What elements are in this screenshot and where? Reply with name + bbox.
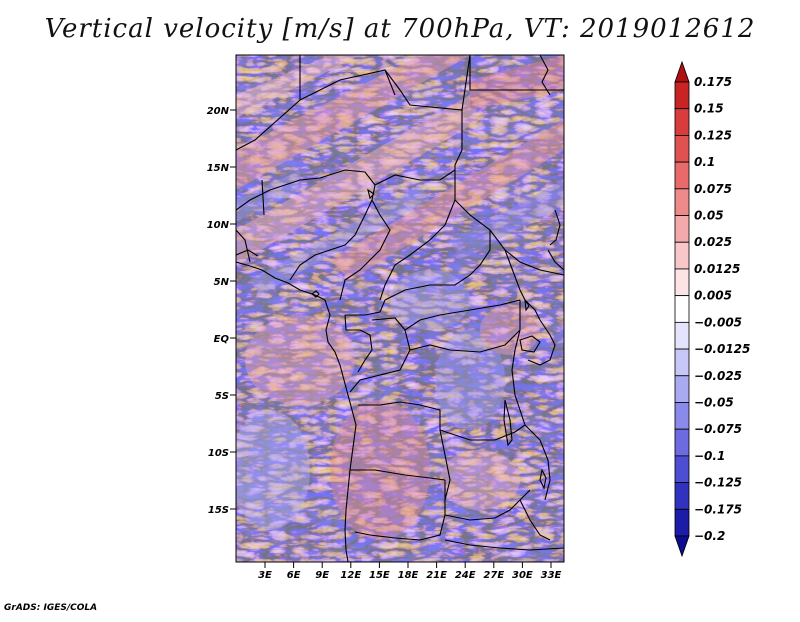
red-sea-coast (539, 55, 551, 96)
colorbar-label: 0.05 (694, 209, 724, 223)
lon-tick-label: 3E (258, 570, 272, 581)
colorbar-label: 0.1 (694, 155, 715, 169)
colorbar-label: −0.0125 (694, 342, 750, 356)
lat-tick-label: 15S (208, 505, 229, 516)
colorbar-label: 0.025 (694, 235, 732, 249)
colorbar-label: −0.075 (694, 422, 742, 436)
lon-tick-label: 6E (287, 570, 301, 581)
lon-tick-label: 15E (369, 570, 390, 581)
colorbar-label: −0.005 (694, 315, 742, 329)
colorbar-label: −0.025 (694, 369, 742, 383)
lat-tick-label: 5N (214, 277, 230, 288)
lon-tick-label: 12E (340, 570, 361, 581)
colorbar-label: −0.2 (694, 529, 725, 543)
lat-tick-label: 10N (207, 220, 230, 231)
colorbar-segment (674, 135, 690, 163)
lat-tick-label: 15N (207, 163, 230, 174)
colorbar-label: 0.15 (694, 102, 724, 116)
southern-patches (236, 270, 540, 540)
lat-tick-label: 10S (208, 448, 229, 459)
colorbar-segment (674, 482, 690, 510)
map-title: Vertical velocity [m/s] at 700hPa, VT: 2… (44, 14, 756, 44)
lat-tick-label: 5S (215, 391, 229, 402)
lat-tick-label: 20N (207, 106, 230, 117)
lake-victoria (519, 335, 541, 353)
lon-tick-label: 24E (455, 570, 476, 581)
latitude-axis: 20N 15N 10N 5N EQ 5S 10S 15S (207, 106, 236, 516)
colorbar-segment (674, 375, 690, 403)
colorbar-segment (674, 215, 690, 243)
colorbar-segment (674, 348, 690, 377)
colorbar: 0.175 0.15 0.125 0.1 0.075 0.05 0.025 0.0125 0.0… (674, 60, 750, 558)
coastline (236, 261, 357, 562)
colorbar-top-arrow (674, 60, 690, 83)
colorbar-bottom-arrow (674, 535, 690, 558)
country-boundaries (236, 55, 564, 562)
colorbar-segment (674, 188, 690, 216)
colorbar-segment (674, 295, 690, 323)
colorbar-segment (674, 268, 690, 297)
northern-streaks (236, 55, 564, 295)
colorbar-segment (674, 81, 690, 110)
field-texture-cool (236, 55, 564, 562)
colorbar-label: 0.075 (694, 182, 732, 196)
lake-malawi (539, 468, 547, 490)
longitude-axis: 3E 6E 9E 12E 15E 18E 21E 24E 27E 30E 33E (258, 562, 562, 581)
colorbar-label: 0.125 (694, 128, 732, 142)
lon-tick-label: 27E (483, 570, 504, 581)
lake-chad (367, 188, 375, 200)
lon-tick-label: 30E (512, 570, 533, 581)
colorbar-segment (674, 161, 690, 190)
colorbar-label: −0.125 (694, 476, 742, 490)
colorbar-segment (674, 402, 690, 430)
colorbar-label: 0.175 (694, 75, 732, 89)
colorbar-segment (674, 508, 690, 537)
lon-tick-label: 33E (541, 570, 562, 581)
colorbar-label: −0.175 (694, 502, 742, 516)
lon-tick-label: 9E (315, 570, 329, 581)
colorbar-segment (674, 321, 690, 350)
map-panel (236, 55, 564, 562)
grads-credit: GrADS: IGES/COLA (4, 603, 98, 613)
colorbar-segment (674, 428, 690, 457)
colorbar-label: 0.0125 (694, 262, 740, 276)
colorbar-label: 0.005 (694, 289, 732, 303)
colorbar-segment (674, 241, 690, 270)
lon-tick-label: 18E (398, 570, 419, 581)
colorbar-label: −0.05 (694, 395, 734, 409)
lake-tanganyika (503, 399, 513, 447)
colorbar-label: −0.1 (694, 449, 725, 463)
map-frame (235, 54, 565, 563)
colorbar-segment (674, 108, 690, 136)
lat-tick-label: EQ (214, 334, 230, 345)
colorbar-segment (674, 455, 690, 483)
lon-tick-label: 21E (426, 570, 447, 581)
